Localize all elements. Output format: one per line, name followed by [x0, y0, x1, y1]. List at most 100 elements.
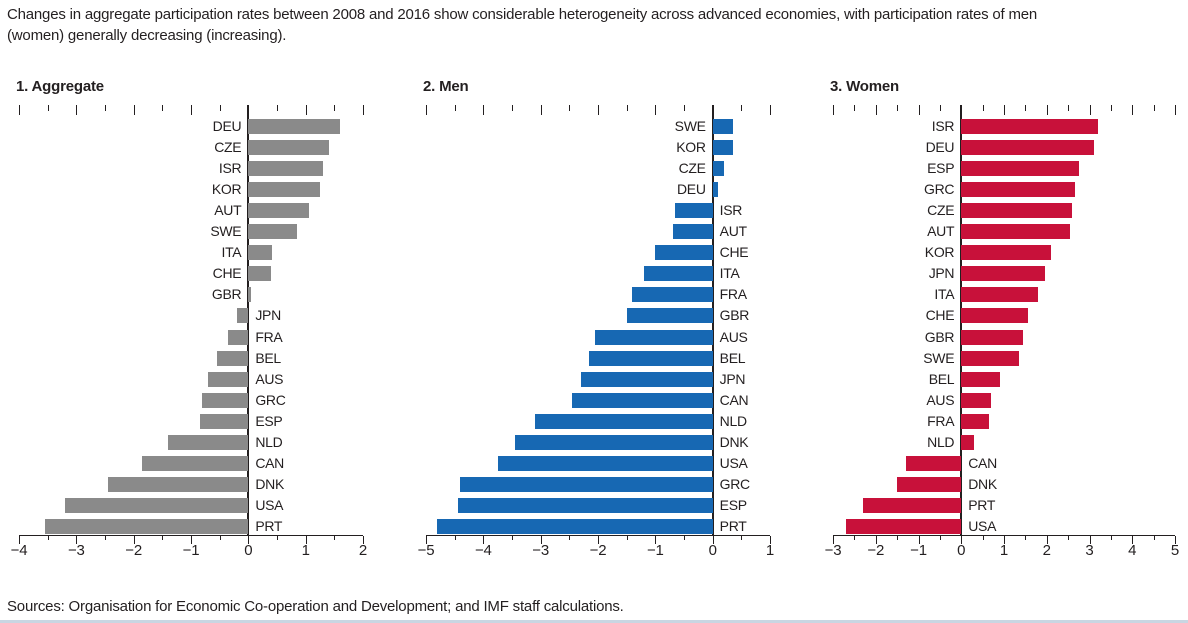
- top-minor-tick: [1025, 105, 1027, 111]
- bar-label-CHE: CHE: [212, 265, 242, 282]
- bar-USA: [497, 455, 713, 471]
- top-minor-tick: [897, 105, 899, 111]
- bar-CAN: [142, 455, 249, 471]
- top-minor-tick: [741, 105, 743, 111]
- top-major-tick: [305, 105, 307, 115]
- bottom-minor-tick: [512, 536, 513, 540]
- bar-ISR: [675, 203, 713, 219]
- bar-label-ITA: ITA: [934, 286, 955, 303]
- x-axis-label: −2: [867, 542, 885, 559]
- top-minor-tick: [626, 105, 628, 111]
- bottom-major-tick: [598, 536, 599, 544]
- bar-GRC: [961, 182, 1075, 198]
- bar-DEU: [961, 140, 1094, 156]
- x-axis-label: 5: [1170, 542, 1180, 559]
- bar-label-AUS: AUS: [926, 391, 955, 408]
- sources-note: Sources: Organisation for Economic Co-op…: [7, 598, 624, 615]
- bar-label-ESP: ESP: [927, 160, 955, 177]
- bar-AUT: [961, 224, 1071, 240]
- bar-label-DEU: DEU: [212, 118, 242, 134]
- bar-BEL: [961, 371, 1000, 387]
- bar-label-GRC: GRC: [255, 391, 286, 408]
- bar-AUT: [248, 203, 309, 219]
- bar-FRA: [228, 329, 249, 345]
- bar-AUS: [208, 371, 249, 387]
- bottom-minor-tick: [334, 536, 336, 540]
- bar-label-ISR: ISR: [719, 202, 743, 219]
- bottom-major-tick: [1175, 536, 1176, 544]
- bar-label-JPN: JPN: [928, 265, 955, 282]
- bar-ITA: [643, 266, 713, 282]
- panel-title: 3. Women: [830, 78, 899, 95]
- bar-label-CAN: CAN: [255, 454, 284, 471]
- bar-label-ESP: ESP: [719, 496, 747, 513]
- bar-label-FRA: FRA: [719, 286, 747, 303]
- bar-label-JPN: JPN: [255, 307, 281, 324]
- bar-label-CHE: CHE: [719, 244, 749, 261]
- bar-label-KOR: KOR: [676, 139, 706, 156]
- top-major-tick: [1089, 105, 1091, 115]
- top-minor-tick: [454, 105, 456, 111]
- bar-label-KOR: KOR: [211, 181, 242, 198]
- bar-PRT: [437, 518, 713, 534]
- bottom-major-tick: [363, 536, 364, 544]
- bar-JPN: [236, 308, 249, 324]
- bottom-minor-tick: [105, 536, 106, 540]
- top-minor-tick: [334, 105, 336, 111]
- top-major-tick: [19, 105, 20, 115]
- bottom-major-tick: [833, 536, 834, 544]
- bar-label-DNK: DNK: [255, 475, 284, 492]
- bottom-minor-tick: [897, 536, 899, 540]
- bar-GRC: [202, 392, 249, 408]
- bar-ISR: [248, 161, 323, 177]
- top-major-tick: [598, 105, 599, 115]
- bar-label-CAN: CAN: [968, 454, 997, 471]
- bar-label-AUS: AUS: [719, 328, 748, 345]
- top-minor-tick: [1153, 105, 1155, 111]
- bar-KOR: [961, 245, 1052, 261]
- bottom-rule: [0, 620, 1188, 623]
- x-axis-label: 2: [1042, 542, 1051, 559]
- bar-label-ISR: ISR: [218, 160, 242, 177]
- top-major-tick: [191, 105, 192, 115]
- panel-title: 2. Men: [423, 78, 469, 95]
- x-axis-label: −2: [125, 542, 142, 559]
- bar-label-KOR: KOR: [924, 244, 955, 261]
- top-major-tick: [770, 105, 771, 115]
- bar-label-USA: USA: [719, 454, 748, 471]
- bar-USA: [845, 518, 962, 534]
- bottom-major-tick: [19, 536, 20, 544]
- bar-KOR: [248, 182, 320, 198]
- bar-AUT: [672, 224, 713, 240]
- bar-label-GBR: GBR: [719, 307, 750, 324]
- bottom-major-tick: [770, 536, 771, 544]
- bar-label-BEL: BEL: [928, 370, 955, 387]
- bar-AUS: [595, 329, 713, 345]
- bottom-major-tick: [540, 536, 542, 544]
- bar-PRT: [44, 518, 249, 534]
- bottom-minor-tick: [626, 536, 628, 540]
- bar-ITA: [961, 287, 1039, 303]
- top-minor-tick: [219, 105, 221, 111]
- bar-label-GRC: GRC: [719, 475, 751, 492]
- bar-label-CHE: CHE: [925, 307, 955, 324]
- x-axis-label: −1: [646, 542, 664, 559]
- bar-label-NLD: NLD: [927, 433, 955, 450]
- top-major-tick: [655, 105, 657, 115]
- bar-BEL: [589, 350, 713, 366]
- bar-DNK: [107, 476, 249, 492]
- bar-label-GBR: GBR: [924, 328, 955, 345]
- x-axis-label: −5: [417, 542, 435, 559]
- bar-label-DEU: DEU: [925, 139, 955, 156]
- bottom-minor-tick: [684, 536, 685, 540]
- bottom-minor-tick: [162, 536, 164, 540]
- bar-label-FRA: FRA: [255, 328, 283, 345]
- bar-label-DEU: DEU: [677, 181, 706, 198]
- bar-label-AUT: AUT: [927, 223, 955, 240]
- bar-label-NLD: NLD: [719, 412, 747, 429]
- top-major-tick: [76, 105, 78, 115]
- bar-label-SWE: SWE: [923, 349, 955, 366]
- bar-KOR: [712, 140, 733, 156]
- bar-ESP: [457, 497, 713, 513]
